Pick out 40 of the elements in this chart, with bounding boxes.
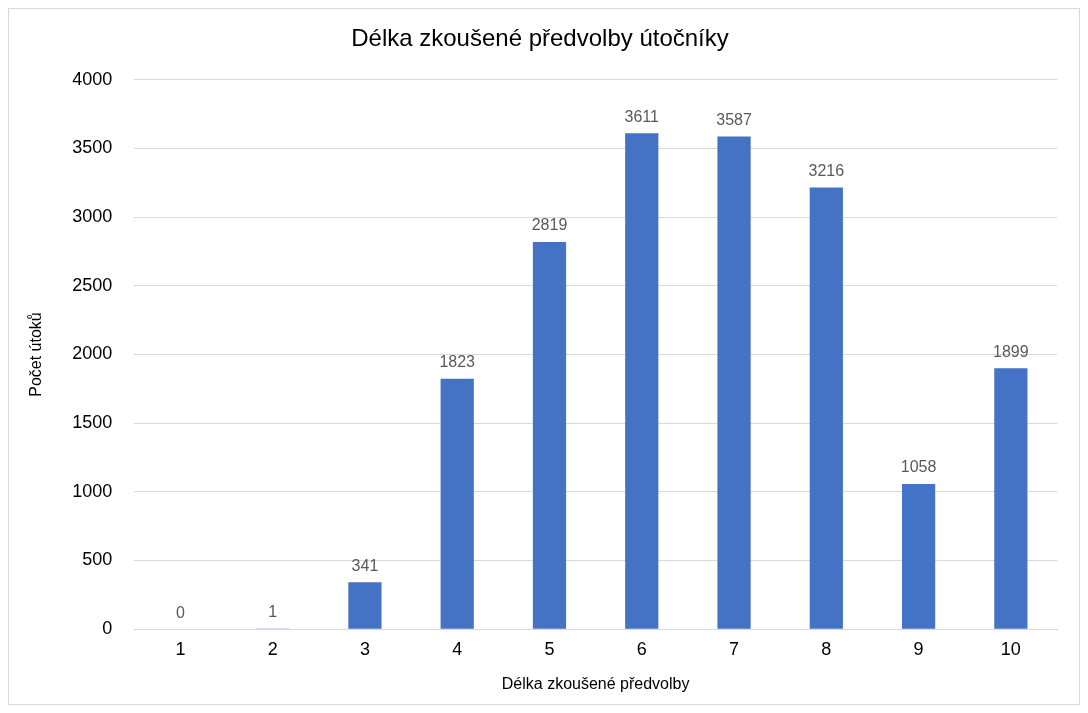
- y-tick-label: 3500: [72, 137, 113, 158]
- bar: [348, 582, 382, 629]
- data-label: 1823: [439, 353, 476, 371]
- x-tick-label: 6: [636, 638, 647, 659]
- x-tick-label: 1: [175, 638, 186, 659]
- bar: [994, 368, 1028, 629]
- y-axis-title: Počet útoků: [27, 312, 45, 397]
- y-tick-label: 2500: [72, 274, 113, 295]
- x-tick-label: 7: [729, 638, 740, 659]
- x-tick-label: 8: [821, 638, 832, 659]
- bar: [717, 136, 751, 629]
- bar: [532, 242, 567, 629]
- chart-title: Délka zkoušené předvolby útočníky: [351, 24, 729, 52]
- y-tick-label: 4000: [72, 68, 113, 89]
- y-tick-label: 3000: [72, 206, 113, 227]
- bar: [901, 483, 936, 629]
- x-tick-label: 3: [359, 638, 370, 659]
- bar: [809, 187, 843, 629]
- y-tick-label: 0: [102, 618, 113, 639]
- data-label: 3587: [716, 110, 752, 128]
- y-tick-label: 500: [82, 549, 113, 570]
- data-label: 1899: [993, 342, 1029, 360]
- y-tick-label: 1500: [72, 412, 113, 433]
- data-label: 0: [175, 603, 185, 621]
- bar: [625, 133, 659, 629]
- x-axis-title: Délka zkoušené předvolby: [501, 674, 690, 692]
- data-label: 2819: [531, 216, 568, 234]
- x-tick-label: 9: [913, 638, 924, 659]
- bar: [440, 378, 474, 629]
- x-tick-label: 2: [267, 638, 278, 659]
- data-label: 1058: [900, 458, 937, 476]
- x-tick-label: 5: [544, 638, 555, 659]
- data-label: 3611: [624, 107, 660, 125]
- x-tick-label: 10: [1000, 638, 1021, 659]
- data-label: 1: [268, 603, 278, 621]
- y-tick-label: 1000: [72, 480, 113, 501]
- y-tick-label: 2000: [72, 343, 113, 364]
- data-label: 3216: [808, 161, 845, 179]
- x-tick-label: 4: [452, 638, 463, 659]
- data-label: 341: [351, 556, 379, 574]
